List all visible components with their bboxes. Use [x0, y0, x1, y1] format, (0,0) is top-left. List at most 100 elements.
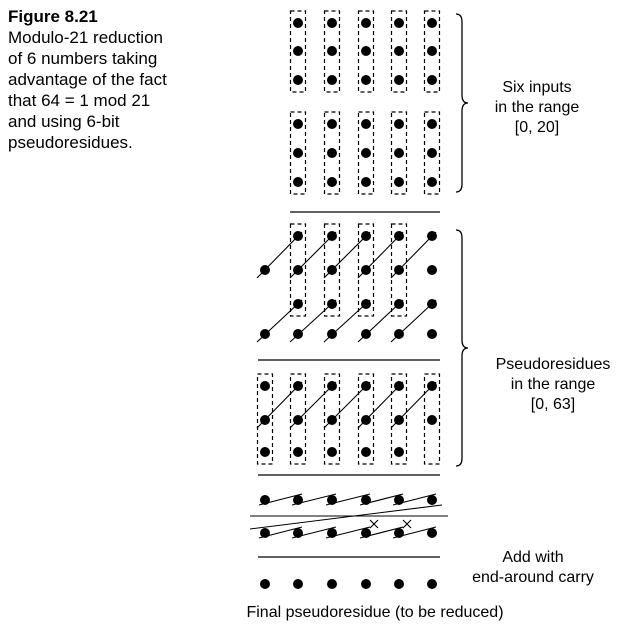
- dot: [361, 46, 371, 56]
- dot: [260, 495, 270, 505]
- final-label: Final pseudoresidue (to be reduced): [246, 604, 503, 621]
- dot: [394, 528, 404, 538]
- dashed-box: [323, 373, 341, 465]
- add-label-line: end-around carry: [472, 569, 594, 586]
- dot: [394, 75, 404, 85]
- dot: [327, 265, 337, 275]
- dot: [427, 46, 437, 56]
- diagonal-lines: [249, 231, 448, 539]
- curly-brace: [455, 229, 469, 467]
- braces: [455, 13, 469, 467]
- dot: [361, 231, 371, 241]
- figure-caption: Figure 8.21 Modulo-21 reduction of 6 num…: [8, 6, 208, 153]
- diagonal-line: [249, 504, 443, 530]
- dot: [394, 148, 404, 158]
- dot: [260, 381, 270, 391]
- dashed-box: [357, 10, 375, 93]
- inputs-label-line: [0, 20]: [515, 119, 559, 136]
- dot: [394, 579, 404, 589]
- caption-line: and using 6-bit: [8, 112, 120, 131]
- dashed-box: [289, 10, 307, 93]
- dot: [260, 415, 270, 425]
- dashed-box: [289, 223, 307, 317]
- dot: [394, 119, 404, 129]
- dashed-box: [423, 111, 441, 195]
- dot: [361, 415, 371, 425]
- dot: [327, 447, 337, 457]
- dashed-box: [390, 373, 408, 465]
- dashed-box: [390, 10, 408, 93]
- dot: [427, 75, 437, 85]
- dot: [327, 495, 337, 505]
- dot: [327, 231, 337, 241]
- pseudo-label-line: Pseudoresidues: [496, 356, 611, 373]
- dot: [327, 46, 337, 56]
- dot: [260, 329, 270, 339]
- dot: [361, 528, 371, 538]
- dot: [260, 579, 270, 589]
- dot: [293, 415, 303, 425]
- dot: [427, 528, 437, 538]
- dot: [427, 231, 437, 241]
- cross-mark: [369, 519, 379, 529]
- dot: [293, 299, 303, 309]
- dashed-box: [357, 111, 375, 195]
- dot: [394, 329, 404, 339]
- dot: [327, 579, 337, 589]
- dot: [327, 18, 337, 28]
- dot: [293, 177, 303, 187]
- dot: [327, 75, 337, 85]
- dot: [394, 299, 404, 309]
- caption-line: of 6 numbers taking: [8, 49, 158, 68]
- dot: [327, 299, 337, 309]
- dot: [260, 447, 270, 457]
- dot: [327, 329, 337, 339]
- dot: [361, 148, 371, 158]
- dot: [293, 18, 303, 28]
- dashed-box: [323, 10, 341, 93]
- dot: [427, 579, 437, 589]
- dashed-box: [423, 373, 441, 465]
- dot: [293, 579, 303, 589]
- dot: [427, 177, 437, 187]
- dot: [394, 18, 404, 28]
- dot: [293, 528, 303, 538]
- dot: [394, 447, 404, 457]
- dots: [260, 18, 437, 589]
- dot: [361, 18, 371, 28]
- dot: [327, 119, 337, 129]
- dot: [361, 495, 371, 505]
- dashed-box: [289, 111, 307, 195]
- dot: [293, 231, 303, 241]
- dashed-boxes: [256, 10, 441, 465]
- dot: [394, 231, 404, 241]
- dot: [361, 119, 371, 129]
- dot: [293, 75, 303, 85]
- dot: [293, 495, 303, 505]
- dot: [361, 265, 371, 275]
- dot: [361, 329, 371, 339]
- dashed-box: [323, 223, 341, 317]
- dot: [427, 415, 437, 425]
- dot: [327, 148, 337, 158]
- dot: [293, 119, 303, 129]
- dot: [361, 447, 371, 457]
- dot: [394, 46, 404, 56]
- dot: [293, 329, 303, 339]
- dot: [327, 381, 337, 391]
- dot: [427, 495, 437, 505]
- dot: [327, 528, 337, 538]
- dot: [293, 46, 303, 56]
- add-label-line: Add with: [502, 549, 563, 566]
- caption-line: Modulo-21 reduction: [8, 28, 163, 47]
- dashed-box: [390, 111, 408, 195]
- pseudo-label-line: in the range: [511, 376, 596, 393]
- cross-mark: [402, 519, 412, 529]
- dot: [327, 415, 337, 425]
- curly-brace: [455, 13, 469, 193]
- dot: [361, 579, 371, 589]
- dot: [427, 381, 437, 391]
- dot: [427, 148, 437, 158]
- dashed-box: [256, 373, 274, 465]
- dot: [293, 381, 303, 391]
